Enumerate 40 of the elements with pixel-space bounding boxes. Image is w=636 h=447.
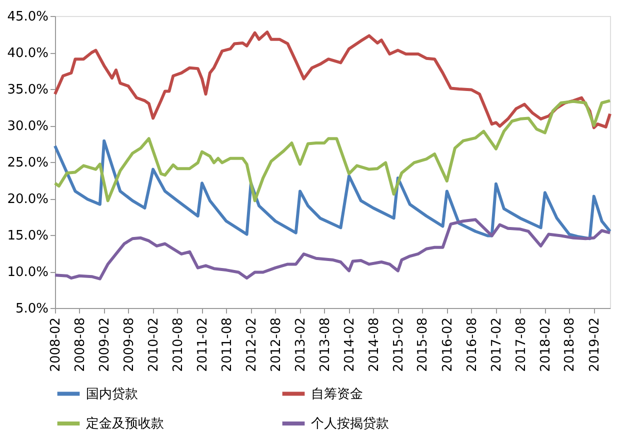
x-tick-label: 2011-02 — [196, 318, 210, 372]
x-tick-label: 2014-02 — [342, 318, 358, 372]
y-tick-label: 5.0% — [15, 302, 48, 316]
line-series — [54, 139, 612, 240]
x-tick-label: 2019-02 — [587, 318, 602, 372]
x-tick-label: 2011-08 — [220, 318, 235, 372]
y-tick-label: 20.0% — [7, 192, 48, 207]
y-tick-label: 45.0% — [7, 10, 48, 24]
line-series — [54, 99, 612, 202]
legend-label: 个人按揭贷款 — [311, 416, 389, 432]
y-tick-label: 30.0% — [7, 119, 48, 134]
x-tick-label: 2009-08 — [122, 318, 137, 372]
line-series — [54, 30, 612, 130]
legend-label: 国内贷款 — [86, 386, 138, 402]
x-tick-label: 2015-02 — [391, 318, 406, 372]
x-tick-label: 2010-08 — [170, 318, 186, 372]
x-tick-label: 2012-02 — [244, 318, 260, 372]
x-tick-label: 2013-02 — [294, 318, 309, 372]
x-tick-label: 2017-02 — [489, 318, 504, 372]
x-tick-label: 2015-08 — [416, 318, 431, 372]
x-tick-label: 2016-08 — [464, 318, 480, 372]
x-tick-label: 2018-08 — [562, 318, 578, 372]
legend-label: 定金及预收款 — [86, 416, 164, 432]
line-series — [54, 218, 612, 280]
y-tick-label: 25.0% — [7, 156, 48, 170]
x-tick-label: 2013-08 — [318, 318, 333, 372]
legend-label: 自筹资金 — [311, 386, 363, 402]
y-tick-label: 15.0% — [7, 228, 48, 244]
x-tick-label: 2016-02 — [440, 318, 456, 372]
x-tick-label: 2010-02 — [146, 318, 162, 372]
x-tick-label: 2017-08 — [514, 318, 529, 372]
y-tick-label: 40.0% — [7, 46, 48, 61]
x-tick-label: 2018-02 — [538, 318, 554, 372]
x-tick-label: 2009-02 — [98, 318, 113, 372]
x-tick-label: 2012-08 — [268, 318, 284, 372]
x-tick-label: 2014-08 — [366, 318, 382, 372]
x-tick-label: 2008-08 — [72, 318, 88, 372]
y-tick-label: 10.0% — [7, 265, 48, 280]
x-tick-label: 2008-02 — [48, 318, 64, 372]
y-tick-label: 35.0% — [7, 82, 48, 98]
